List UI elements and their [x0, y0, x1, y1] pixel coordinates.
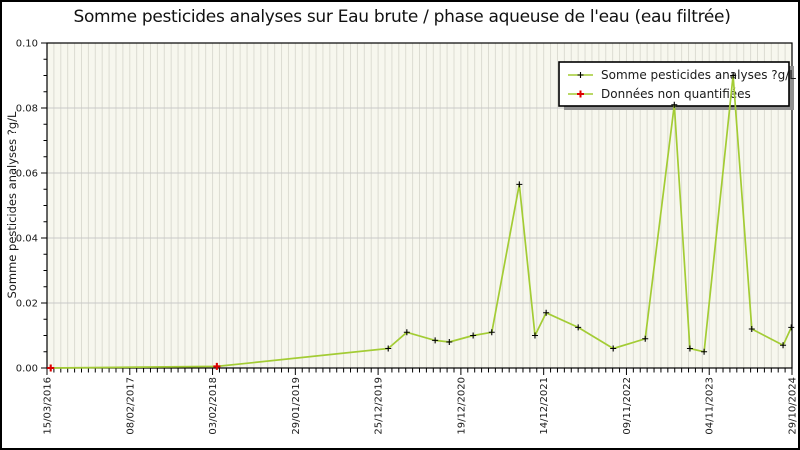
data-point-marker: [701, 348, 708, 355]
data-point-marker: [780, 342, 787, 349]
x-tick-label: 04/11/2023: [705, 377, 716, 435]
y-axis-label: Somme pesticides analyses ?g/L: [5, 111, 19, 298]
data-point-marker: [748, 326, 755, 332]
y-tick-label: 0.02: [16, 299, 38, 310]
black-plus-icon: [577, 72, 584, 78]
data-point-marker: [575, 324, 582, 331]
data-point-marker: [730, 72, 737, 79]
data-point-marker: [403, 329, 410, 336]
data-point-marker: [385, 345, 392, 352]
non-quantified-marker: [213, 362, 221, 370]
data-point-marker: [610, 345, 617, 352]
data-point-marker: [788, 324, 795, 331]
y-tick-label: 0.00: [16, 364, 38, 375]
data-point-marker: [642, 335, 649, 342]
red-plus-icon: [577, 90, 584, 98]
series-layer: [47, 72, 795, 372]
non-quantified-marker: [47, 364, 55, 372]
legend-label: Somme pesticides analyses ?g/L: [601, 68, 796, 82]
data-point-marker: [671, 101, 678, 108]
x-tick-label: 08/02/2017: [125, 377, 136, 435]
chart-title: Somme pesticides analyses sur Eau brute …: [73, 7, 731, 27]
y-tick-label: 0.08: [16, 104, 38, 115]
data-point-marker: [531, 332, 538, 339]
legend-entry-donnees-non-quantifiees: Données non quantifiées: [568, 87, 751, 101]
legend-box: [558, 61, 790, 107]
legend-label: Données non quantifiées: [601, 87, 751, 101]
legend-entry-somme-pesticides: Somme pesticides analyses ?g/L: [568, 68, 796, 82]
legend: Somme pesticides analyses ?g/L Données n…: [558, 61, 796, 110]
data-point-marker: [488, 329, 495, 336]
y-tick-label: 0.06: [16, 169, 38, 180]
data-point-marker: [516, 181, 523, 188]
x-tick-label: 03/02/2018: [208, 377, 219, 435]
data-point-marker: [686, 345, 693, 352]
data-point-marker: [432, 337, 439, 344]
x-tick-label: 29/10/2024: [788, 377, 799, 435]
data-point-marker: [446, 339, 453, 345]
data-point-marker: [543, 309, 550, 316]
x-tick-label: 25/12/2019: [374, 377, 385, 435]
x-tick-label: 29/01/2019: [291, 377, 302, 435]
data-point-marker: [470, 332, 477, 339]
x-tick-label: 19/12/2020: [456, 377, 467, 435]
y-tick-label: 0.10: [16, 39, 38, 50]
x-tick-label: 15/03/2016: [43, 377, 54, 435]
x-tick-label: 14/12/2021: [539, 377, 550, 435]
y-tick-label: 0.04: [16, 234, 38, 245]
x-tick-label: 09/11/2022: [622, 377, 633, 435]
